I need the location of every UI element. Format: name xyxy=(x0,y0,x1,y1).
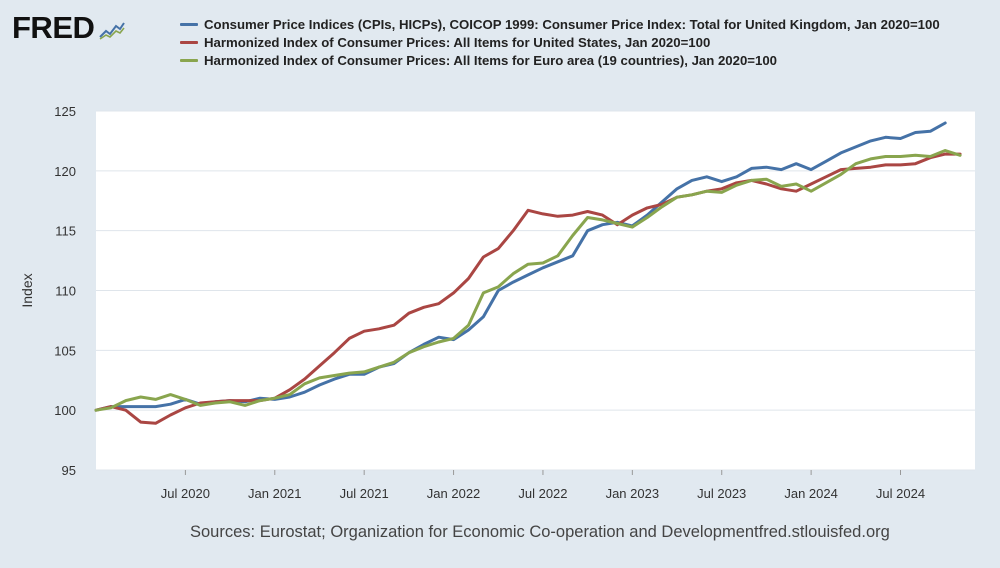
legend-label-us: Harmonized Index of Consumer Prices: All… xyxy=(204,35,711,50)
legend-item-us[interactable]: Harmonized Index of Consumer Prices: All… xyxy=(180,34,970,51)
x-tick-label: Jul 2021 xyxy=(340,486,389,501)
source-line: Sources: Eurostat; Organization for Econ… xyxy=(190,523,890,542)
y-tick-label: 110 xyxy=(55,284,76,299)
y-tick-label: 95 xyxy=(62,463,76,478)
y-axis-label: Index xyxy=(19,273,35,307)
chart-header: FRED Consumer Price Indices (CPIs, HICPs… xyxy=(12,8,992,98)
x-tick-label: Jul 2023 xyxy=(697,486,746,501)
legend: Consumer Price Indices (CPIs, HICPs), CO… xyxy=(180,16,970,70)
logo-text: FRED xyxy=(12,10,95,45)
legend-swatch-us xyxy=(180,41,198,44)
legend-label-ea: Harmonized Index of Consumer Prices: All… xyxy=(204,53,777,68)
x-tick-label: Jul 2020 xyxy=(161,486,210,501)
x-tick-label: Jul 2022 xyxy=(518,486,567,501)
x-tick-label: Jan 2023 xyxy=(606,486,660,501)
fred-chart-icon xyxy=(98,19,127,41)
y-tick-label: 125 xyxy=(54,104,76,119)
y-tick-label: 100 xyxy=(54,403,76,418)
x-tick-label: Jan 2021 xyxy=(248,486,302,501)
y-tick-label: 120 xyxy=(54,164,76,179)
legend-item-ea[interactable]: Harmonized Index of Consumer Prices: All… xyxy=(180,52,970,69)
series-line-ea[interactable] xyxy=(94,149,962,412)
legend-item-uk[interactable]: Consumer Price Indices (CPIs, HICPs), CO… xyxy=(180,16,970,33)
x-tick-label: Jan 2024 xyxy=(784,486,838,501)
legend-swatch-uk xyxy=(180,23,198,26)
y-tick-label: 105 xyxy=(54,343,76,358)
series-line-us[interactable] xyxy=(94,152,962,425)
fred-logo[interactable]: FRED xyxy=(12,10,127,45)
legend-swatch-ea xyxy=(180,59,198,62)
x-tick-label: Jan 2022 xyxy=(427,486,481,501)
sources-text: Sources: Eurostat; Organization for Econ… xyxy=(190,523,759,541)
y-tick-label: 115 xyxy=(55,224,76,239)
x-tick-label: Jul 2024 xyxy=(876,486,925,501)
legend-label-uk: Consumer Price Indices (CPIs, HICPs), CO… xyxy=(204,17,940,32)
site-link[interactable]: fred.stlouisfed.org xyxy=(758,523,890,541)
